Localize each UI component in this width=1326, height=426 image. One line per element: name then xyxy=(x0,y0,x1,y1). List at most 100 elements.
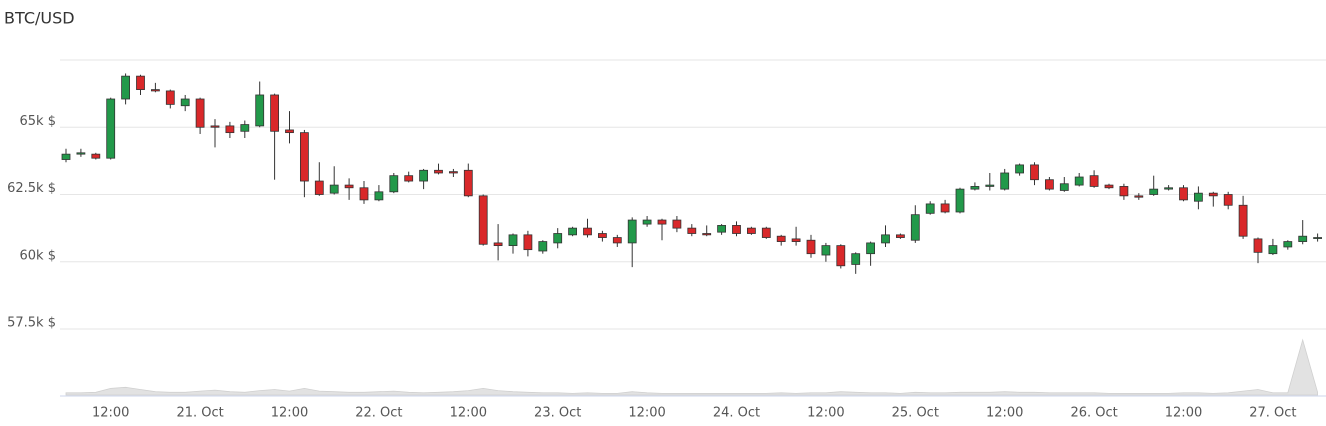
candle-body xyxy=(1134,195,1144,198)
candle-body xyxy=(568,227,577,236)
candle-body xyxy=(91,153,101,159)
candle-body xyxy=(732,225,741,234)
candle-body xyxy=(285,129,294,134)
candle-body xyxy=(150,89,160,92)
x-tick-label: 12:00 xyxy=(986,406,1023,421)
candle-body xyxy=(1268,245,1278,255)
candle-body xyxy=(553,233,563,244)
x-tick-label: 22. Oct xyxy=(355,406,402,421)
candle-body xyxy=(583,227,592,236)
x-tick-label: 27. Oct xyxy=(1249,406,1296,421)
candle-body xyxy=(493,242,503,247)
candle-body xyxy=(657,219,667,225)
candle-body xyxy=(329,184,339,194)
candle-body xyxy=(642,219,652,225)
x-tick-label: 25. Oct xyxy=(892,406,939,421)
candle-body xyxy=(1000,172,1010,190)
candle-body xyxy=(314,180,324,195)
candle-body xyxy=(404,175,414,182)
candle-body xyxy=(1253,238,1263,253)
x-tick-label: 12:00 xyxy=(450,406,487,421)
chart-title: BTC/USD xyxy=(4,9,75,28)
candle-body xyxy=(1238,204,1248,237)
candle-body xyxy=(925,203,935,214)
x-tick-label: 12:00 xyxy=(271,406,308,421)
candle-body xyxy=(359,187,369,201)
candle-body xyxy=(1298,235,1308,242)
candle-body xyxy=(940,203,950,213)
candle-body xyxy=(374,191,384,201)
volume-area xyxy=(65,338,1318,396)
candle-body xyxy=(195,98,205,128)
candle-body xyxy=(523,234,533,251)
candle-body xyxy=(76,152,86,155)
x-tick-label: 12:00 xyxy=(92,406,129,421)
candle-body xyxy=(985,184,995,187)
candle-body xyxy=(896,234,905,238)
candle-body xyxy=(1089,175,1099,187)
candle-body xyxy=(180,98,190,107)
candle-body xyxy=(478,195,488,245)
candle-body xyxy=(1283,241,1293,248)
candle-body xyxy=(1208,192,1218,197)
candle-body xyxy=(389,175,399,193)
candle-body xyxy=(1045,179,1054,190)
candle-body xyxy=(1119,186,1129,197)
candle-body xyxy=(851,253,861,265)
x-tick-label: 12:00 xyxy=(807,406,844,421)
y-tick-label: 60k $ xyxy=(20,248,56,263)
candle-body xyxy=(165,90,175,105)
x-tick-label: 21. Oct xyxy=(176,406,223,421)
candle-body xyxy=(448,171,458,174)
candle-body xyxy=(776,235,786,242)
candle-body xyxy=(1194,192,1203,202)
candle-body xyxy=(1313,237,1322,239)
candle-body xyxy=(910,214,920,241)
candle-body xyxy=(1059,183,1069,191)
candle-body xyxy=(1149,188,1159,195)
candle-body xyxy=(955,188,965,213)
candle-body xyxy=(761,227,771,238)
y-tick-label: 62.5k $ xyxy=(7,181,56,196)
candle-body xyxy=(106,98,116,159)
candle-body xyxy=(598,233,607,238)
candle-body xyxy=(61,153,71,160)
candle-body xyxy=(836,245,846,267)
candle-body xyxy=(419,169,429,182)
candle-body xyxy=(881,234,890,244)
x-tick-label: 26. Oct xyxy=(1070,406,1117,421)
y-tick-label: 57.5k $ xyxy=(7,316,56,331)
candle-body xyxy=(1179,187,1188,201)
x-tick-label: 23. Oct xyxy=(534,406,581,421)
candle-body xyxy=(344,184,354,189)
candle-body xyxy=(970,186,980,190)
candle-body xyxy=(821,245,831,256)
candle-body xyxy=(687,227,697,234)
candle-body xyxy=(627,219,637,244)
candle-body xyxy=(240,124,250,132)
candle-body xyxy=(121,75,130,100)
candle-body xyxy=(702,233,712,236)
candle-body xyxy=(270,94,280,132)
candle-body xyxy=(791,238,801,242)
candle-body xyxy=(1164,187,1173,190)
candle-body xyxy=(538,241,548,252)
candle-body xyxy=(612,237,622,244)
candle-body xyxy=(1074,176,1084,186)
candle-body xyxy=(806,239,816,255)
candle-body xyxy=(1015,164,1024,174)
candle-body xyxy=(225,125,235,134)
candle-body xyxy=(1030,164,1039,181)
candle-body xyxy=(434,169,443,174)
candle-body xyxy=(299,132,309,182)
x-tick-label: 24. Oct xyxy=(713,406,760,421)
candle-body xyxy=(747,227,756,234)
candle-body xyxy=(255,94,265,127)
candle-body xyxy=(672,219,682,229)
candle-body xyxy=(1223,194,1233,206)
candle-body xyxy=(866,242,875,255)
candle-body xyxy=(210,125,220,128)
candle-body xyxy=(717,225,726,233)
y-tick-label: 65k $ xyxy=(20,114,56,129)
